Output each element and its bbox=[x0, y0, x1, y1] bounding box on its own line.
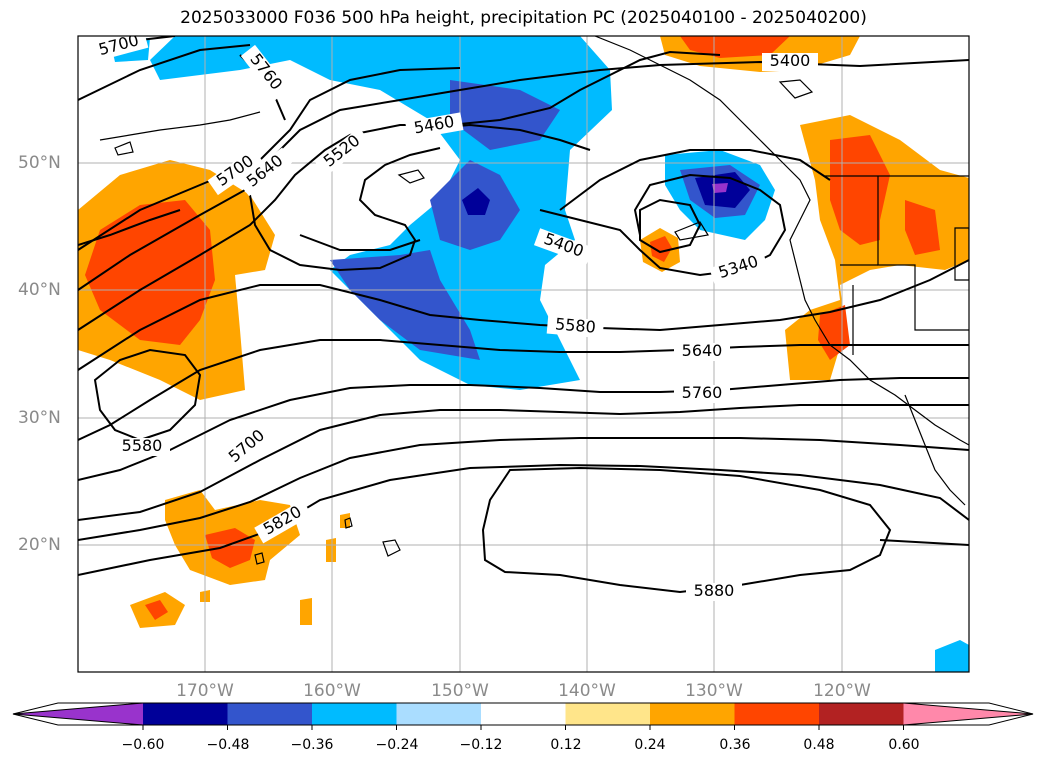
lat-label-40n: 40°N bbox=[18, 280, 61, 300]
colorbar-segment bbox=[143, 703, 228, 725]
colorbar-segment bbox=[312, 703, 397, 725]
lat-label-30n: 30°N bbox=[18, 408, 61, 428]
colorbar-tick-label: 0.48 bbox=[803, 737, 835, 753]
colorbar-segments bbox=[12, 702, 1034, 726]
lon-label-140w: 140°W bbox=[558, 681, 616, 701]
colorbar-segment bbox=[481, 703, 566, 725]
colorbar-segment bbox=[650, 703, 735, 725]
svg-text:5400: 5400 bbox=[770, 51, 811, 70]
colorbar-tick-label: 0.12 bbox=[550, 737, 582, 753]
contour-label: 5760 bbox=[674, 383, 730, 403]
colorbar-segment bbox=[565, 703, 651, 725]
contour-label: 5580 bbox=[114, 436, 170, 456]
svg-text:5580: 5580 bbox=[554, 314, 596, 336]
lon-label-150w: 150°W bbox=[431, 681, 489, 701]
lon-label-170w: 170°W bbox=[176, 681, 234, 701]
lon-label-120w: 120°W bbox=[813, 681, 871, 701]
lat-label-50n: 50°N bbox=[18, 153, 61, 173]
colorbar-segment bbox=[396, 703, 482, 725]
map-panel: 5700 5760 5700 5640 5520 5460 5400 5400 … bbox=[77, 35, 970, 673]
colorbar-extend-high bbox=[903, 703, 1033, 725]
colorbar-extend-low bbox=[13, 703, 143, 725]
colorbar-segment bbox=[227, 703, 313, 725]
contour-label: 5640 bbox=[674, 341, 730, 361]
coastlines bbox=[99, 36, 969, 565]
map-title: 2025033000 F036 500 hPa height, precipit… bbox=[180, 8, 867, 28]
lat-label-20n: 20°N bbox=[18, 535, 61, 555]
svg-text:5880: 5880 bbox=[694, 581, 735, 600]
svg-text:5580: 5580 bbox=[122, 436, 163, 455]
svg-text:5640: 5640 bbox=[682, 341, 723, 360]
colorbar-tick-label: −0.60 bbox=[121, 737, 165, 753]
contour-label: 5880 bbox=[686, 581, 742, 601]
colorbar-tick-label: −0.36 bbox=[290, 737, 334, 753]
colorbar-segment bbox=[734, 703, 820, 725]
colorbar-border bbox=[12, 702, 1034, 726]
colorbar-tick-label: −0.12 bbox=[459, 737, 503, 753]
colorbar-outline bbox=[12, 702, 1034, 726]
contour-label: 5580 bbox=[546, 314, 605, 339]
colorbar-tick-label: 0.60 bbox=[888, 737, 920, 753]
colorbar-tick-label: −0.48 bbox=[206, 737, 250, 753]
colorbar-tick-label: 0.24 bbox=[634, 737, 666, 753]
lon-label-160w: 160°W bbox=[303, 681, 361, 701]
colorbar-tick-label: −0.24 bbox=[375, 737, 419, 753]
negative-anomaly-areas bbox=[110, 36, 969, 672]
lon-label-130w: 130°W bbox=[685, 681, 743, 701]
colorbar-segment bbox=[819, 703, 904, 725]
map-frame bbox=[77, 35, 970, 673]
contour-label: 5400 bbox=[762, 51, 818, 71]
colorbar-tick-label: 0.36 bbox=[719, 737, 751, 753]
colorbar-ticks bbox=[142, 725, 904, 730]
svg-text:5760: 5760 bbox=[682, 383, 723, 402]
